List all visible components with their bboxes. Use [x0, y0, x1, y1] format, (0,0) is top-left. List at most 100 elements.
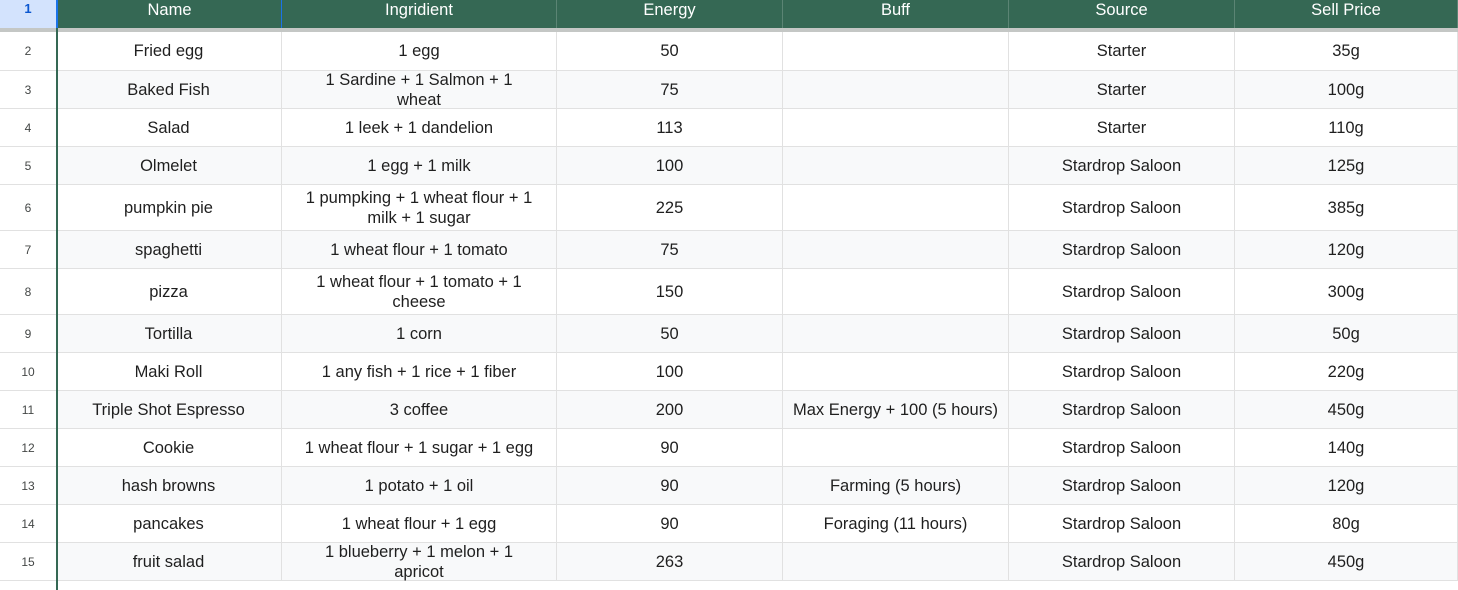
cell-buff[interactable]: [783, 109, 1009, 147]
row-header[interactable]: 15: [0, 543, 56, 581]
row-header[interactable]: 8: [0, 269, 56, 315]
cell-source[interactable]: Stardrop Saloon: [1009, 185, 1235, 231]
cell-energy[interactable]: 100: [557, 353, 783, 391]
cell-buff[interactable]: Max Energy + 100 (5 hours): [783, 391, 1009, 429]
header-cell-name[interactable]: Name: [56, 0, 282, 28]
cell-ingredient[interactable]: 1 potato + 1 oil: [282, 467, 557, 505]
cell-name[interactable]: pancakes: [56, 505, 282, 543]
row-header-1[interactable]: 1: [0, 0, 56, 28]
cell-ingredient[interactable]: 1 Sardine + 1 Salmon + 1 wheat: [282, 71, 557, 109]
cell-name[interactable]: Cookie: [56, 429, 282, 467]
cell-energy[interactable]: 150: [557, 269, 783, 315]
cell-energy[interactable]: 75: [557, 71, 783, 109]
cell-energy[interactable]: 75: [557, 231, 783, 269]
cell-sell-price[interactable]: 110g: [1235, 109, 1458, 147]
row-header[interactable]: 2: [0, 32, 56, 71]
cell-buff[interactable]: [783, 269, 1009, 315]
cell-sell-price[interactable]: 385g: [1235, 185, 1458, 231]
cell-ingredient[interactable]: 1 egg: [282, 32, 557, 71]
cell-sell-price[interactable]: 300g: [1235, 269, 1458, 315]
cell-source[interactable]: Stardrop Saloon: [1009, 269, 1235, 315]
cell-buff[interactable]: [783, 353, 1009, 391]
cell-source[interactable]: Stardrop Saloon: [1009, 467, 1235, 505]
cell-name[interactable]: Maki Roll: [56, 353, 282, 391]
cell-source[interactable]: Stardrop Saloon: [1009, 315, 1235, 353]
row-header[interactable]: 10: [0, 353, 56, 391]
cell-buff[interactable]: Farming (5 hours): [783, 467, 1009, 505]
cell-source[interactable]: Stardrop Saloon: [1009, 391, 1235, 429]
row-header[interactable]: 5: [0, 147, 56, 185]
header-cell-buff[interactable]: Buff: [783, 0, 1009, 28]
cell-sell-price[interactable]: 220g: [1235, 353, 1458, 391]
cell-ingredient[interactable]: 1 corn: [282, 315, 557, 353]
cell-ingredient[interactable]: 1 blueberry + 1 melon + 1 apricot: [282, 543, 557, 581]
row-header[interactable]: 6: [0, 185, 56, 231]
cell-source[interactable]: Stardrop Saloon: [1009, 231, 1235, 269]
cell-name[interactable]: pizza: [56, 269, 282, 315]
cell-energy[interactable]: 90: [557, 467, 783, 505]
cell-buff[interactable]: [783, 315, 1009, 353]
cell-name[interactable]: Triple Shot Espresso: [56, 391, 282, 429]
cell-ingredient[interactable]: 1 leek + 1 dandelion: [282, 109, 557, 147]
cell-name[interactable]: Salad: [56, 109, 282, 147]
cell-source[interactable]: Stardrop Saloon: [1009, 147, 1235, 185]
cell-energy[interactable]: 100: [557, 147, 783, 185]
cell-ingredient[interactable]: 1 egg + 1 milk: [282, 147, 557, 185]
row-header[interactable]: 13: [0, 467, 56, 505]
cell-energy[interactable]: 200: [557, 391, 783, 429]
cell-ingredient[interactable]: 1 pumpking + 1 wheat flour + 1 milk + 1 …: [282, 185, 557, 231]
cell-sell-price[interactable]: 450g: [1235, 391, 1458, 429]
cell-buff[interactable]: [783, 147, 1009, 185]
cell-source[interactable]: Starter: [1009, 32, 1235, 71]
cell-ingredient[interactable]: 1 wheat flour + 1 sugar + 1 egg: [282, 429, 557, 467]
cell-source[interactable]: Stardrop Saloon: [1009, 353, 1235, 391]
cell-buff[interactable]: [783, 71, 1009, 109]
header-cell-sell-price[interactable]: Sell Price: [1235, 0, 1458, 28]
cell-name[interactable]: Baked Fish: [56, 71, 282, 109]
cell-buff[interactable]: [783, 543, 1009, 581]
cell-ingredient[interactable]: 1 wheat flour + 1 egg: [282, 505, 557, 543]
cell-buff[interactable]: [783, 185, 1009, 231]
row-header[interactable]: 4: [0, 109, 56, 147]
cell-name[interactable]: spaghetti: [56, 231, 282, 269]
cell-energy[interactable]: 50: [557, 315, 783, 353]
cell-energy[interactable]: 263: [557, 543, 783, 581]
cell-energy[interactable]: 113: [557, 109, 783, 147]
cell-name[interactable]: hash browns: [56, 467, 282, 505]
cell-source[interactable]: Stardrop Saloon: [1009, 429, 1235, 467]
row-header[interactable]: 14: [0, 505, 56, 543]
header-cell-energy[interactable]: Energy: [557, 0, 783, 28]
cell-buff[interactable]: [783, 32, 1009, 71]
cell-sell-price[interactable]: 120g: [1235, 467, 1458, 505]
cell-energy[interactable]: 50: [557, 32, 783, 71]
cell-energy[interactable]: 90: [557, 429, 783, 467]
cell-ingredient[interactable]: 1 wheat flour + 1 tomato: [282, 231, 557, 269]
cell-source[interactable]: Stardrop Saloon: [1009, 505, 1235, 543]
header-cell-ingredient[interactable]: Ingridient: [282, 0, 557, 28]
frozen-row-divider[interactable]: [0, 28, 1458, 32]
cell-energy[interactable]: 90: [557, 505, 783, 543]
cell-sell-price[interactable]: 140g: [1235, 429, 1458, 467]
header-cell-source[interactable]: Source: [1009, 0, 1235, 28]
cell-sell-price[interactable]: 80g: [1235, 505, 1458, 543]
cell-sell-price[interactable]: 100g: [1235, 71, 1458, 109]
cell-sell-price[interactable]: 35g: [1235, 32, 1458, 71]
cell-ingredient[interactable]: 3 coffee: [282, 391, 557, 429]
cell-name[interactable]: Fried egg: [56, 32, 282, 71]
cell-energy[interactable]: 225: [557, 185, 783, 231]
row-header[interactable]: 12: [0, 429, 56, 467]
cell-source[interactable]: Starter: [1009, 71, 1235, 109]
cell-buff[interactable]: Foraging (11 hours): [783, 505, 1009, 543]
cell-ingredient[interactable]: 1 wheat flour + 1 tomato + 1 cheese: [282, 269, 557, 315]
row-header[interactable]: 9: [0, 315, 56, 353]
cell-source[interactable]: Starter: [1009, 109, 1235, 147]
row-header[interactable]: 7: [0, 231, 56, 269]
cell-name[interactable]: Tortilla: [56, 315, 282, 353]
row-header[interactable]: 11: [0, 391, 56, 429]
row-header[interactable]: 3: [0, 71, 56, 109]
cell-source[interactable]: Stardrop Saloon: [1009, 543, 1235, 581]
cell-sell-price[interactable]: 120g: [1235, 231, 1458, 269]
cell-sell-price[interactable]: 125g: [1235, 147, 1458, 185]
cell-ingredient[interactable]: 1 any fish + 1 rice + 1 fiber: [282, 353, 557, 391]
cell-sell-price[interactable]: 50g: [1235, 315, 1458, 353]
